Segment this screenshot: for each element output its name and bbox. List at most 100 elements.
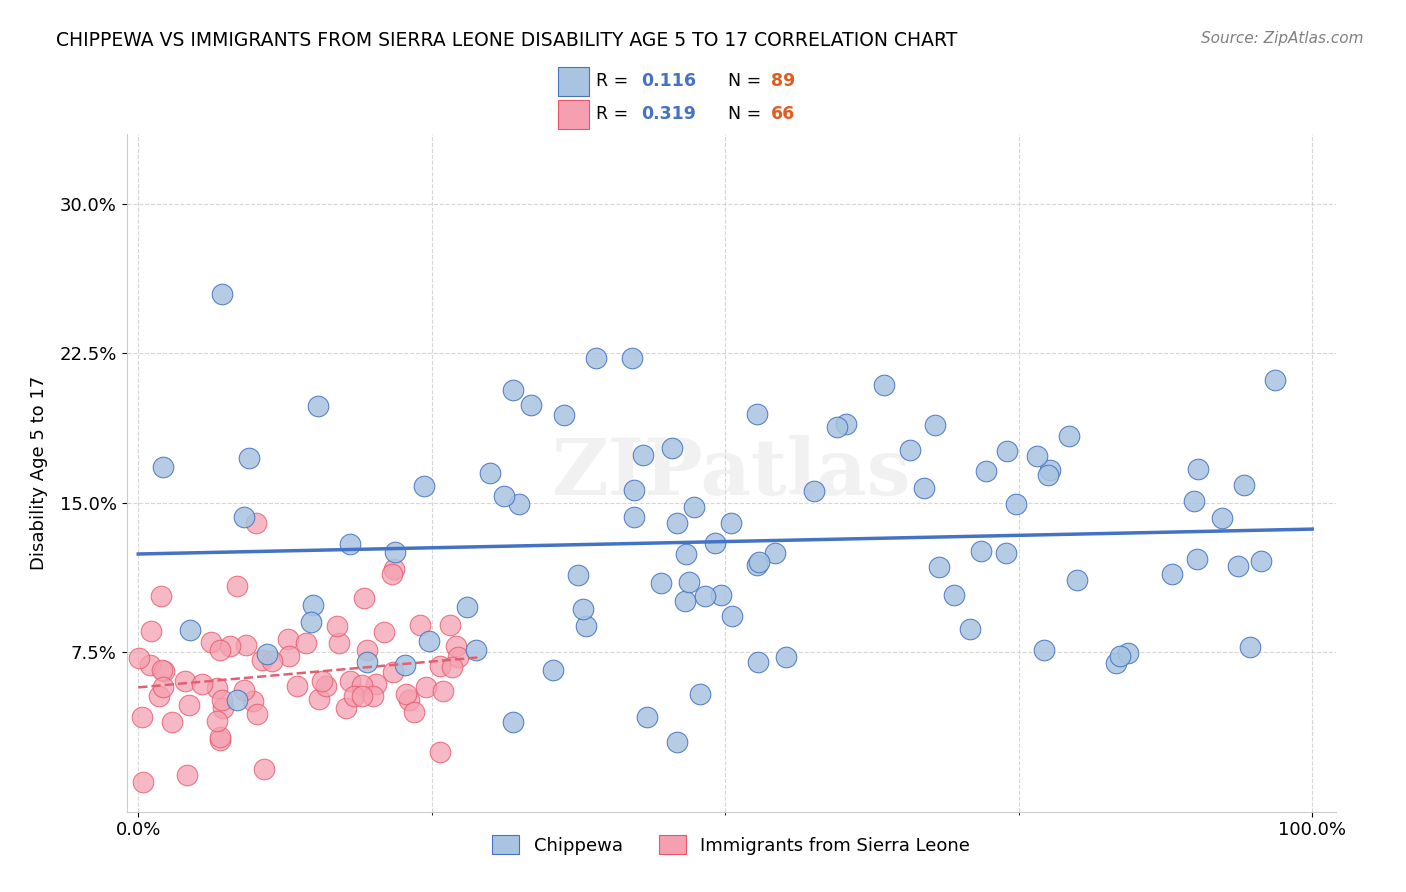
- Point: [409, 618, 432, 632]
- Point: [245, 516, 267, 530]
- Point: [665, 735, 688, 749]
- Point: [418, 634, 440, 648]
- Point: [621, 351, 644, 365]
- Point: [1182, 494, 1205, 508]
- Point: [745, 408, 768, 422]
- Text: R =: R =: [596, 105, 634, 123]
- Point: [219, 639, 242, 653]
- Point: [541, 663, 564, 677]
- Point: [478, 467, 501, 481]
- Text: 89: 89: [770, 72, 796, 90]
- Point: [502, 383, 524, 397]
- Point: [246, 706, 269, 721]
- Point: [361, 689, 384, 703]
- Y-axis label: Disability Age 5 to 17: Disability Age 5 to 17: [31, 376, 48, 570]
- Point: [553, 408, 575, 422]
- Point: [439, 618, 461, 632]
- Point: [299, 615, 322, 629]
- Point: [315, 680, 337, 694]
- Point: [623, 483, 645, 497]
- Point: [395, 687, 418, 701]
- Point: [974, 464, 997, 478]
- Point: [575, 618, 598, 632]
- Point: [278, 649, 301, 664]
- Point: [1211, 510, 1233, 524]
- Point: [1116, 646, 1139, 660]
- Point: [308, 692, 330, 706]
- Point: [695, 590, 717, 604]
- Point: [207, 681, 229, 696]
- Point: [139, 624, 162, 639]
- Point: [1039, 463, 1062, 477]
- Point: [747, 558, 769, 572]
- Text: ZIPatlas: ZIPatlas: [551, 434, 911, 511]
- Point: [235, 638, 257, 652]
- Point: [994, 546, 1017, 560]
- Point: [153, 664, 176, 678]
- Point: [250, 653, 273, 667]
- Point: [148, 690, 170, 704]
- Point: [748, 554, 770, 568]
- Point: [710, 588, 733, 602]
- Point: [1264, 373, 1286, 387]
- Point: [447, 649, 470, 664]
- Point: [356, 656, 378, 670]
- Point: [928, 559, 950, 574]
- Point: [211, 287, 233, 301]
- Point: [995, 444, 1018, 458]
- Point: [636, 710, 658, 724]
- Text: N =: N =: [728, 105, 766, 123]
- Point: [364, 677, 387, 691]
- Point: [943, 588, 966, 602]
- Point: [763, 546, 786, 560]
- Point: [666, 516, 689, 531]
- Text: 0.319: 0.319: [641, 105, 696, 123]
- Point: [285, 680, 308, 694]
- Point: [208, 730, 231, 744]
- Point: [131, 710, 153, 724]
- Point: [1033, 643, 1056, 657]
- Point: [176, 768, 198, 782]
- Point: [1187, 462, 1209, 476]
- Point: [924, 417, 946, 432]
- Point: [1036, 468, 1059, 483]
- Point: [160, 715, 183, 730]
- Point: [339, 537, 361, 551]
- Point: [373, 624, 395, 639]
- Point: [208, 643, 231, 657]
- Point: [328, 636, 350, 650]
- Point: [1233, 478, 1256, 492]
- Point: [200, 634, 222, 648]
- Point: [356, 643, 378, 657]
- Point: [382, 665, 405, 679]
- Point: [211, 692, 233, 706]
- Point: [689, 687, 711, 701]
- Point: [1239, 640, 1261, 654]
- Point: [381, 566, 404, 581]
- Point: [415, 681, 437, 695]
- Point: [623, 510, 645, 524]
- Point: [339, 674, 361, 689]
- Point: [394, 658, 416, 673]
- Point: [302, 598, 325, 612]
- Point: [912, 481, 935, 495]
- Point: [444, 639, 467, 653]
- Point: [585, 351, 607, 366]
- Point: [970, 544, 993, 558]
- Point: [492, 490, 515, 504]
- Point: [131, 774, 153, 789]
- Point: [1250, 554, 1272, 568]
- Point: [212, 701, 235, 715]
- Point: [775, 650, 797, 665]
- Point: [1226, 559, 1249, 574]
- Point: [1057, 428, 1080, 442]
- Point: [152, 459, 174, 474]
- Point: [747, 656, 769, 670]
- Point: [150, 663, 173, 677]
- Point: [152, 680, 174, 694]
- Point: [721, 608, 744, 623]
- Point: [173, 673, 195, 688]
- Point: [335, 700, 357, 714]
- Point: [825, 419, 848, 434]
- Point: [232, 509, 254, 524]
